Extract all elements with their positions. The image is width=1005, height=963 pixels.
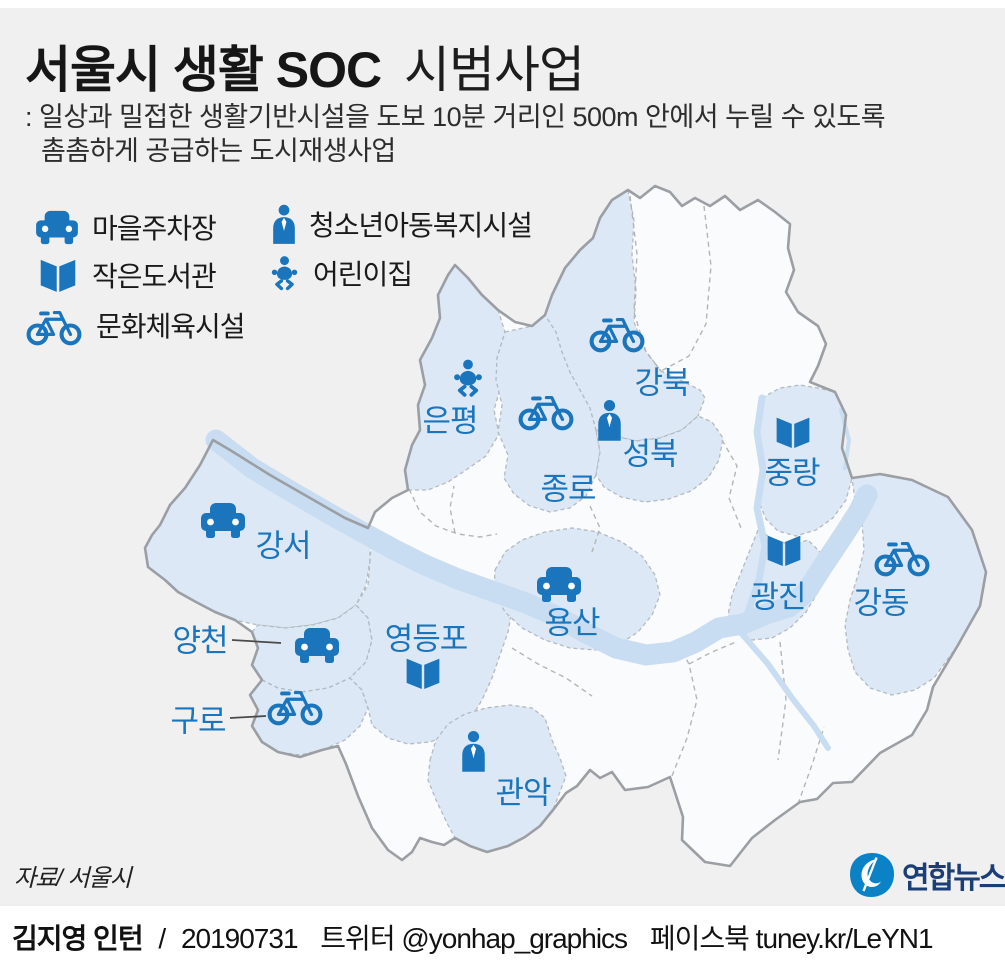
page-title-sub: 시범사업 xyxy=(404,42,585,98)
district-label-guro: 구로 xyxy=(170,703,226,739)
marker-gwangjin xyxy=(764,532,804,568)
baby-icon xyxy=(450,358,486,398)
district-label-gwangjin: 광진 xyxy=(750,579,806,615)
district-label-eunpyeong: 은평 xyxy=(422,403,478,439)
yonhap-logo-icon xyxy=(848,851,896,899)
seoul-outline-stroke xyxy=(143,184,988,868)
car-icon xyxy=(34,208,80,246)
footer-separator: / xyxy=(158,923,166,954)
footer-author: 김지영 인턴 xyxy=(12,923,144,954)
person-icon xyxy=(460,730,487,772)
marker-gangbuk xyxy=(588,312,646,353)
legend-item-daycare: 어린이집 xyxy=(268,250,413,296)
marker-seongbuk xyxy=(596,399,623,441)
marker-jungnang xyxy=(773,414,813,450)
district-label-yeongdeungpo: 영등포 xyxy=(384,621,469,657)
footer-facebook-label: 페이스북 xyxy=(649,923,750,954)
legend-label: 청소년아동복지시설 xyxy=(309,210,533,241)
district-label-gangseo: 강서 xyxy=(255,528,311,564)
label-callout-lines xyxy=(229,639,282,719)
marker-jongno xyxy=(517,390,575,431)
legend-item-culture-sports: 문화체육시설 xyxy=(24,302,246,348)
person-icon xyxy=(596,399,623,441)
legend-item-parking: 마을주차장 xyxy=(34,204,217,250)
bicycle-icon xyxy=(24,305,84,346)
marker-eunpyeong xyxy=(450,358,486,398)
page-subtitle: : 일상과 밀접한 생활기반시설을 도보 10분 거리인 500m 안에서 누릴… xyxy=(25,100,886,168)
marker-yeongdeungpo xyxy=(403,655,443,691)
district-shape-seongbuk xyxy=(595,415,724,503)
footer-twitter-label: 트위터 xyxy=(320,923,395,954)
han-river xyxy=(205,394,878,751)
subtitle-line-1: : 일상과 밀접한 생활기반시설을 도보 10분 거리인 500m 안에서 누릴… xyxy=(25,102,886,132)
subtitle-line-2: 촘촘하게 공급하는 도시재생사업 xyxy=(41,136,396,166)
legend-label: 문화체육시설 xyxy=(96,311,246,342)
district-label-jungnang: 중랑 xyxy=(764,455,820,491)
marker-gangseo xyxy=(199,500,247,540)
footer-facebook-url: tuney.kr/LeYN1 xyxy=(755,923,934,954)
footer-byline-row: 김지영 인턴 / 20190731 트위터 @yonhap_graphics 페… xyxy=(12,917,934,957)
district-label-gangdong: 강동 xyxy=(853,585,909,621)
person-icon xyxy=(271,203,297,245)
yonhap-logo: 연합뉴스 xyxy=(848,851,1005,899)
car-icon xyxy=(293,625,341,665)
bicycle-icon xyxy=(517,390,575,431)
legend-label: 어린이집 xyxy=(313,259,413,290)
district-shape-gwanak xyxy=(427,704,567,853)
book-icon xyxy=(764,532,804,568)
district-borders-dashed xyxy=(408,195,825,805)
legend-label: 마을주차장 xyxy=(92,213,217,244)
bicycle-icon xyxy=(266,685,324,726)
legend-item-youth-welfare: 청소년아동복지시설 xyxy=(271,201,533,247)
book-icon xyxy=(36,256,80,294)
legend-label: 작은도서관 xyxy=(92,261,217,292)
marker-gwanak xyxy=(460,730,487,772)
car-icon xyxy=(199,500,247,540)
marker-yangcheon xyxy=(293,625,341,665)
page-title: 서울시 생활 SOC 시범사업 xyxy=(25,30,585,102)
footer-twitter-handle: @yonhap_graphics xyxy=(401,923,628,954)
footer-bar: 김지영 인턴 / 20190731 트위터 @yonhap_graphics 페… xyxy=(0,906,1005,963)
baby-icon xyxy=(268,252,301,294)
book-icon xyxy=(773,414,813,450)
page-title-main: 서울시 생활 SOC xyxy=(25,42,382,98)
marker-gangdong xyxy=(873,536,931,577)
district-label-gwanak: 관악 xyxy=(495,775,551,811)
legend-item-library: 작은도서관 xyxy=(36,252,217,298)
yonhap-logo-text: 연합뉴스 xyxy=(902,862,1005,895)
district-label-jongno: 종로 xyxy=(540,471,596,507)
book-icon xyxy=(403,655,443,691)
source-credit: 자료/ 서울시 xyxy=(14,865,132,892)
bicycle-icon xyxy=(588,312,646,353)
footer-date: 20190731 xyxy=(180,923,299,954)
district-label-yongsan: 용산 xyxy=(544,605,600,641)
district-label-yangcheon: 양천 xyxy=(172,623,228,659)
bicycle-icon xyxy=(873,536,931,577)
district-label-seongbuk: 성북 xyxy=(622,436,678,472)
district-label-gangbuk: 강북 xyxy=(634,365,690,401)
marker-guro xyxy=(266,685,324,726)
